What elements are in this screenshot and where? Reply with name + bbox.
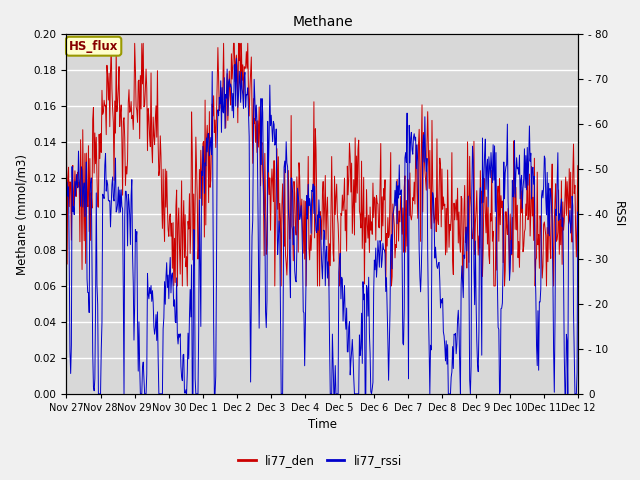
li77_den (529, 194, 537, 200)
Y-axis label: RSSI: RSSI (612, 201, 625, 227)
li77_rssi (63, 206, 70, 212)
li77_den (198, 203, 206, 208)
li77_rssi (529, 165, 537, 170)
Line: li77_den: li77_den (67, 43, 579, 286)
li77_rssi (365, 330, 373, 336)
li77_den (365, 250, 373, 255)
li77_den (416, 166, 424, 171)
li77_rssi (316, 215, 323, 220)
Y-axis label: Methane (mmol/m3): Methane (mmol/m3) (15, 154, 28, 275)
li77_rssi (232, 56, 240, 61)
Title: Methane: Methane (292, 15, 353, 29)
Legend: li77_den, li77_rssi: li77_den, li77_rssi (233, 449, 407, 472)
li77_rssi (198, 168, 205, 174)
li77_den (131, 40, 138, 46)
li77_den (316, 283, 323, 289)
li77_den (575, 271, 582, 277)
li77_rssi (175, 334, 183, 340)
Text: HS_flux: HS_flux (69, 40, 118, 53)
X-axis label: Time: Time (308, 419, 337, 432)
li77_rssi (575, 239, 582, 244)
Line: li77_rssi: li77_rssi (67, 59, 579, 394)
li77_den (177, 271, 184, 277)
li77_rssi (416, 274, 424, 280)
li77_den (63, 120, 70, 126)
li77_rssi (95, 391, 102, 396)
li77_den (173, 283, 181, 289)
